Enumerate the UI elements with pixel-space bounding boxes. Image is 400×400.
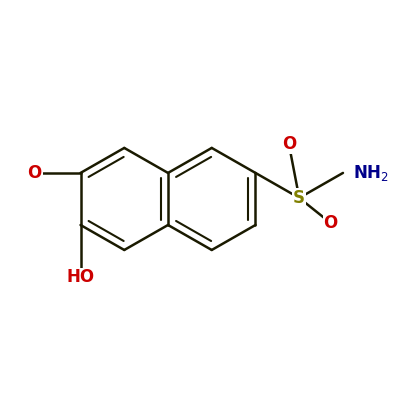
Text: O: O: [323, 214, 338, 232]
Text: S: S: [293, 189, 305, 207]
Text: O: O: [28, 164, 42, 182]
Text: HO: HO: [66, 268, 94, 286]
Text: O: O: [282, 135, 296, 153]
Text: NH$_2$: NH$_2$: [353, 163, 389, 183]
